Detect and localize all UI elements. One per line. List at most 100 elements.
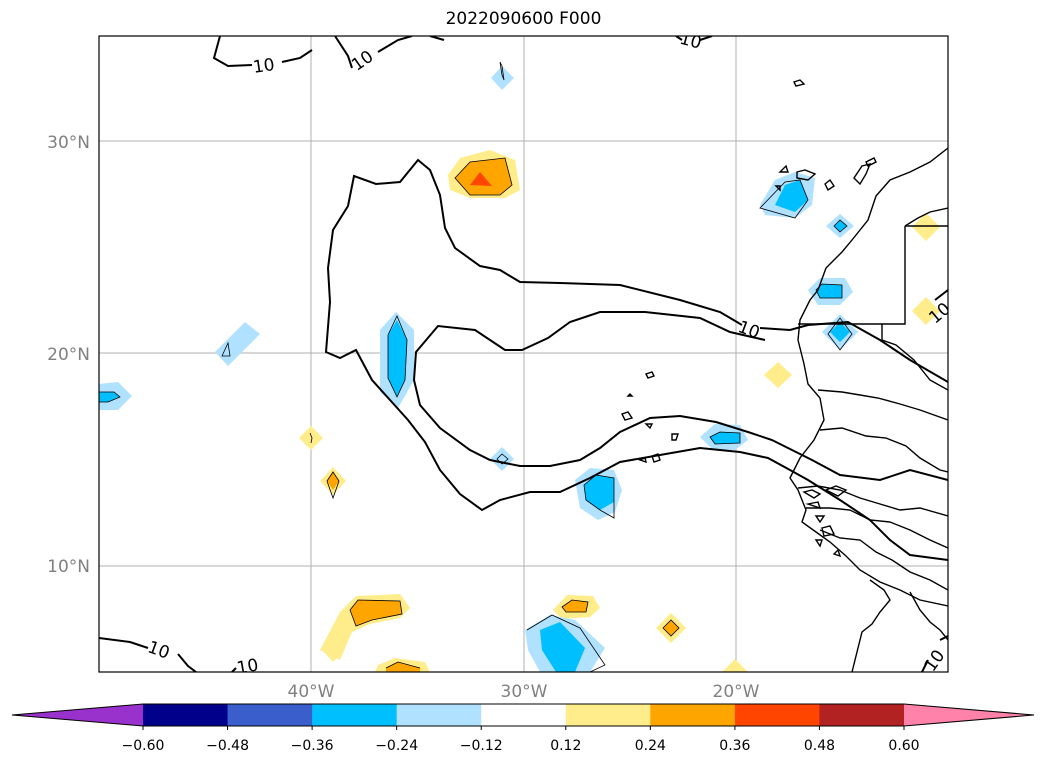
island: [802, 489, 822, 499]
island: [821, 525, 836, 537]
negative-patch: [775, 180, 808, 212]
island: [644, 423, 654, 430]
negative-patch: [540, 622, 585, 672]
contour-10: [934, 289, 948, 301]
island: [621, 411, 634, 421]
lat-tick-label: 10°N: [47, 557, 90, 577]
island: [626, 393, 634, 397]
contour-10: [99, 637, 149, 649]
positive-patch: [470, 172, 492, 186]
island: [778, 164, 789, 173]
contour-10: [412, 311, 948, 482]
country-border: [798, 226, 906, 325]
colorbar-cell: [481, 704, 567, 726]
island: [832, 548, 842, 558]
colorbar-cell: [396, 704, 482, 726]
contour-lines: [99, 36, 948, 672]
negative-patch: [491, 66, 514, 90]
positive-patch: [562, 600, 588, 612]
colorbar-ticks: [142, 726, 905, 730]
colorbar-tick-label: 0.48: [804, 738, 835, 754]
country-border: [909, 591, 948, 641]
colorbar-tick-label: 0.12: [550, 738, 581, 754]
positive-patch: [912, 213, 940, 241]
contour-10: [212, 36, 253, 68]
contour-10: [281, 49, 313, 63]
island: [824, 178, 835, 192]
island: [774, 185, 781, 192]
island: [637, 457, 647, 464]
contour-label: 10: [252, 55, 276, 78]
positive-patch: [322, 640, 344, 662]
lat-tick-label: 30°N: [47, 133, 90, 153]
plot-frame: [98, 35, 949, 673]
island: [793, 79, 806, 87]
island: [805, 501, 822, 510]
contour-10: [699, 36, 713, 41]
colorbar-tick-label: −0.24: [375, 738, 418, 754]
negative-patch: [816, 284, 842, 298]
contour-10: [377, 36, 413, 53]
colorbar-tick-label: 0.36: [719, 738, 750, 754]
positive-patch: [722, 659, 748, 672]
colorbar-cell: [565, 704, 651, 726]
contour-10: [334, 36, 353, 69]
negative-patch: [584, 475, 614, 510]
contour-label: 10: [235, 655, 260, 678]
lon-tick-label: 30°W: [501, 682, 548, 702]
colorbar-cell: [312, 704, 398, 726]
colorbar-tick-label: −0.12: [460, 738, 503, 754]
contour-10: [921, 659, 929, 672]
contour-10: [675, 36, 683, 41]
coastline-africa: [789, 147, 948, 607]
colorbar-labels: −0.60 −0.48 −0.36 −0.24 −0.12 0.12 0.24 0.36 0.4…: [122, 738, 920, 754]
country-border: [797, 485, 948, 517]
negative-patch: [830, 322, 850, 342]
colorbar-tick-label: −0.48: [206, 738, 249, 754]
colorbar-cell: [734, 704, 820, 726]
colorbar-extend-low: [12, 704, 143, 726]
country-border: [819, 529, 948, 591]
lat-tick-label: 20°N: [47, 345, 90, 365]
colorbar-tick-label: 0.24: [635, 738, 666, 754]
contour-10: [177, 653, 197, 672]
colorbar-cell: [227, 704, 313, 726]
colorbar-tick-label: −0.60: [122, 738, 165, 754]
positive-patch: [764, 362, 792, 388]
contour-10: [759, 320, 948, 383]
contour-10: [429, 36, 445, 41]
country-border: [851, 579, 891, 672]
positive-patch: [350, 600, 402, 626]
country-border: [904, 207, 948, 227]
negative-patch: [215, 322, 260, 366]
lon-tick-label: 40°W: [288, 682, 335, 702]
colorbar-cell: [650, 704, 736, 726]
country-border: [881, 324, 948, 391]
map-plot-area: 10 10 10 10 10 10 10 10: [99, 29, 948, 678]
colorbar-tick-label: 0.60: [888, 738, 919, 754]
coastlines: [621, 79, 948, 672]
island: [814, 539, 823, 548]
contour-label: 10: [677, 29, 703, 54]
colorbar-cells: [11, 703, 1035, 727]
contour-10: [324, 158, 948, 561]
island: [796, 169, 817, 181]
lon-tick-label: 20°W: [713, 682, 760, 702]
colorbar-cell: [143, 704, 229, 726]
colorbar-cell: [819, 704, 905, 726]
positive-patch: [299, 426, 323, 450]
country-border: [819, 427, 948, 473]
negative-patch: [388, 320, 407, 397]
colorbar: −0.60 −0.48 −0.36 −0.24 −0.12 0.12 0.24 0.36 0.4…: [11, 703, 1035, 754]
island: [824, 485, 848, 497]
colorbar-tick-label: −0.36: [291, 738, 334, 754]
contour-10: [231, 667, 237, 672]
island: [814, 515, 826, 524]
negative-patch: [710, 432, 740, 444]
island: [645, 371, 655, 379]
positive-patch: [912, 297, 940, 325]
country-border: [817, 389, 948, 421]
island: [651, 453, 661, 463]
map-title: 2022090600 F000: [445, 9, 602, 29]
